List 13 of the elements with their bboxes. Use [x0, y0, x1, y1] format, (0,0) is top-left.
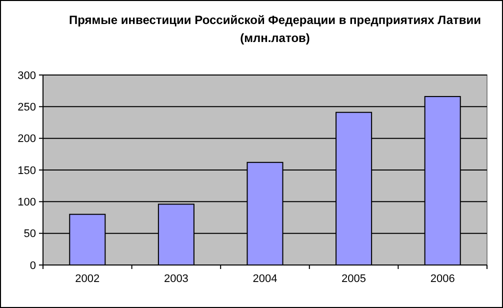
y-tick-label: 150 — [18, 164, 36, 177]
y-tick-label: 0 — [30, 260, 36, 272]
y-tick-label: 50 — [24, 228, 36, 240]
y-tick-label: 250 — [18, 102, 36, 114]
x-tick-label: 2005 — [342, 273, 366, 285]
y-tick-label: 200 — [18, 133, 36, 146]
x-tick-label: 2003 — [164, 273, 188, 285]
x-tick-label: 2006 — [430, 273, 455, 285]
y-tick-label: 300 — [18, 70, 36, 82]
chart-title: Прямые инвестиции Российской Федерации в предприятиях Латвии (млн.латов) — [68, 13, 482, 45]
x-tick-label: 2004 — [252, 273, 278, 285]
x-tick-label: 2002 — [75, 273, 100, 285]
y-tick-label: 100 — [18, 196, 36, 209]
